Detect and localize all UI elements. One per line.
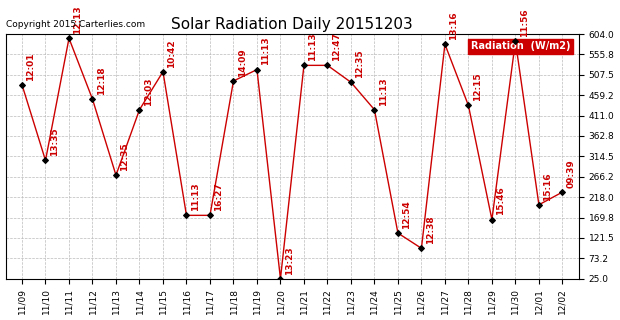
Text: 12:38: 12:38 <box>425 215 435 244</box>
Point <box>111 173 121 178</box>
Point <box>557 189 567 195</box>
Point <box>417 246 427 251</box>
Point <box>440 42 450 47</box>
Point <box>205 213 215 218</box>
Text: 13:16: 13:16 <box>449 12 458 40</box>
Point <box>275 276 285 281</box>
Title: Solar Radiation Daily 20151203: Solar Radiation Daily 20151203 <box>171 17 413 32</box>
Text: 15:46: 15:46 <box>496 187 505 215</box>
Point <box>464 103 474 108</box>
Point <box>87 97 97 102</box>
Point <box>299 63 309 68</box>
Point <box>370 107 379 112</box>
Point <box>40 158 50 163</box>
Point <box>229 78 239 84</box>
Point <box>182 213 192 218</box>
Point <box>393 230 403 236</box>
Text: 11:13: 11:13 <box>379 77 388 106</box>
Text: 11:13: 11:13 <box>261 37 270 65</box>
Text: 09:39: 09:39 <box>567 159 575 188</box>
Text: 12:18: 12:18 <box>97 66 105 95</box>
Text: 15:16: 15:16 <box>543 172 552 201</box>
Text: 12:47: 12:47 <box>332 32 340 61</box>
Point <box>534 202 544 207</box>
Point <box>322 63 332 68</box>
Text: 12:15: 12:15 <box>472 73 482 101</box>
Text: 14:09: 14:09 <box>237 48 247 77</box>
Point <box>158 69 168 74</box>
Text: Copyright 2015 Carterlies.com: Copyright 2015 Carterlies.com <box>6 20 145 29</box>
Text: 13:35: 13:35 <box>50 128 59 156</box>
Point <box>510 39 520 44</box>
Point <box>487 217 497 222</box>
Text: 12:35: 12:35 <box>120 142 129 171</box>
Text: 12:03: 12:03 <box>144 77 153 106</box>
Text: 12:13: 12:13 <box>73 5 82 34</box>
Text: 11:13: 11:13 <box>190 182 200 211</box>
Point <box>252 67 262 72</box>
Text: 11:56: 11:56 <box>520 9 529 37</box>
Point <box>17 82 27 87</box>
Text: 12:01: 12:01 <box>26 52 35 81</box>
Text: 11:13: 11:13 <box>308 33 317 61</box>
Text: Radiation  (W/m2): Radiation (W/m2) <box>471 41 570 52</box>
Point <box>346 80 356 85</box>
Text: 12:35: 12:35 <box>355 50 364 78</box>
Text: 12:54: 12:54 <box>402 200 411 229</box>
Point <box>135 107 144 112</box>
Point <box>64 36 74 41</box>
Text: 13:23: 13:23 <box>285 246 294 275</box>
Text: 10:42: 10:42 <box>167 39 176 68</box>
Text: 16:27: 16:27 <box>214 182 223 211</box>
